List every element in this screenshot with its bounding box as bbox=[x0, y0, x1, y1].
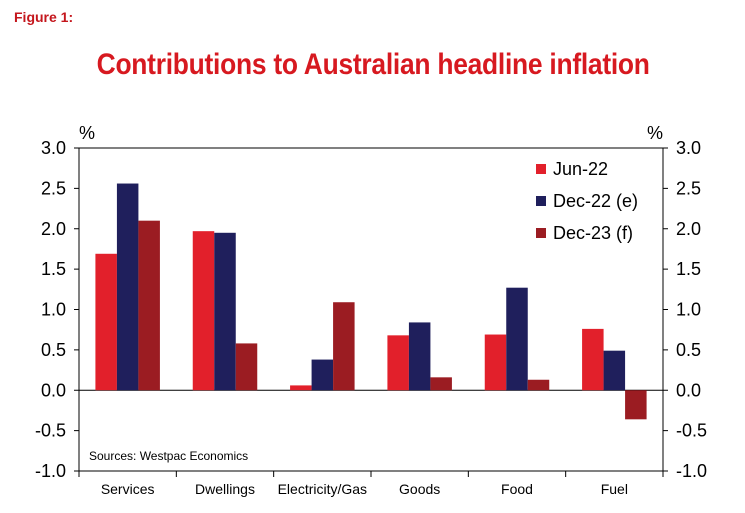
x-tick-label: Fuel bbox=[601, 481, 628, 497]
figure-label: Figure 1: bbox=[14, 9, 74, 25]
bar-dec-22-e--dwellings bbox=[214, 232, 236, 391]
bar-dec-23-f--dwellings bbox=[235, 343, 258, 391]
x-tick-label: Services bbox=[101, 481, 155, 497]
y-tick-label-left: 2.5 bbox=[41, 178, 66, 198]
y-tick-label-right: 2.5 bbox=[676, 178, 701, 198]
bar-jun-22-electricity-gas bbox=[290, 385, 312, 391]
legend-label: Dec-22 (e) bbox=[553, 191, 638, 211]
y-tick-label-right: 3.0 bbox=[676, 138, 701, 158]
y-tick-label-right: 0.5 bbox=[676, 340, 701, 360]
bar-dec-23-f--fuel bbox=[625, 390, 647, 420]
legend-swatch bbox=[536, 196, 546, 206]
chart-title: Contributions to Australian headline inf… bbox=[96, 48, 650, 81]
y-tick-label-right: 0.0 bbox=[676, 380, 701, 400]
legend-label: Jun-22 bbox=[553, 159, 608, 179]
chart-labels: 3.0 3.0 2.5 2.5 2.0 2.0 1.5 1.5 1.0 1.0 0.5 0.5 0.0 0… bbox=[35, 123, 707, 497]
y-tick-label-left: -1.0 bbox=[35, 461, 66, 481]
y-tick-label-left: 0.5 bbox=[41, 340, 66, 360]
bar-jun-22-services bbox=[95, 253, 117, 391]
bar-dec-22-e--services bbox=[116, 183, 139, 391]
bar-dec-23-f--food bbox=[527, 379, 550, 391]
y-tick-label-left: 3.0 bbox=[41, 138, 66, 158]
chart-legend: Jun-22 Dec-22 (e) Dec-23 (f) bbox=[536, 159, 638, 243]
chart-axes bbox=[74, 147, 668, 477]
legend-label: Dec-23 (f) bbox=[553, 223, 633, 243]
y-tick-label-right: 2.0 bbox=[676, 219, 701, 239]
y-tick-label-left: 2.0 bbox=[41, 219, 66, 239]
y-tick-label-right: -0.5 bbox=[676, 421, 707, 441]
bar-jun-22-fuel bbox=[582, 328, 604, 391]
x-tick-label: Electricity/Gas bbox=[278, 481, 367, 497]
y-tick-label-right: 1.5 bbox=[676, 259, 701, 279]
bar-dec-22-e--goods bbox=[408, 322, 431, 391]
y-tick-label-left: -0.5 bbox=[35, 421, 66, 441]
bar-dec-22-e--food bbox=[506, 287, 528, 391]
y-tick-label-left: 1.5 bbox=[41, 259, 66, 279]
x-tick-label: Dwellings bbox=[195, 481, 255, 497]
bar-jun-22-dwellings bbox=[192, 231, 215, 391]
legend-swatch bbox=[536, 228, 546, 238]
x-tick-label: Food bbox=[501, 481, 533, 497]
legend-swatch bbox=[536, 164, 546, 174]
chart-bars bbox=[95, 183, 647, 420]
bar-dec-22-e--fuel bbox=[603, 350, 626, 391]
y-axis-label-right: % bbox=[647, 123, 663, 143]
y-axis-label-left: % bbox=[79, 123, 95, 143]
x-tick-label: Goods bbox=[399, 481, 440, 497]
source-note: Sources: Westpac Economics bbox=[89, 449, 248, 463]
y-tick-label-right: 1.0 bbox=[676, 300, 701, 320]
bar-dec-23-f--goods bbox=[430, 377, 452, 391]
bar-jun-22-goods bbox=[387, 335, 409, 391]
bar-dec-23-f--electricity-gas bbox=[333, 302, 355, 391]
bar-jun-22-food bbox=[484, 334, 507, 391]
y-tick-label-left: 1.0 bbox=[41, 300, 66, 320]
y-tick-label-left: 0.0 bbox=[41, 380, 66, 400]
bar-dec-22-e--electricity-gas bbox=[311, 359, 334, 391]
bar-dec-23-f--services bbox=[138, 220, 160, 391]
y-tick-label-right: -1.0 bbox=[676, 461, 707, 481]
